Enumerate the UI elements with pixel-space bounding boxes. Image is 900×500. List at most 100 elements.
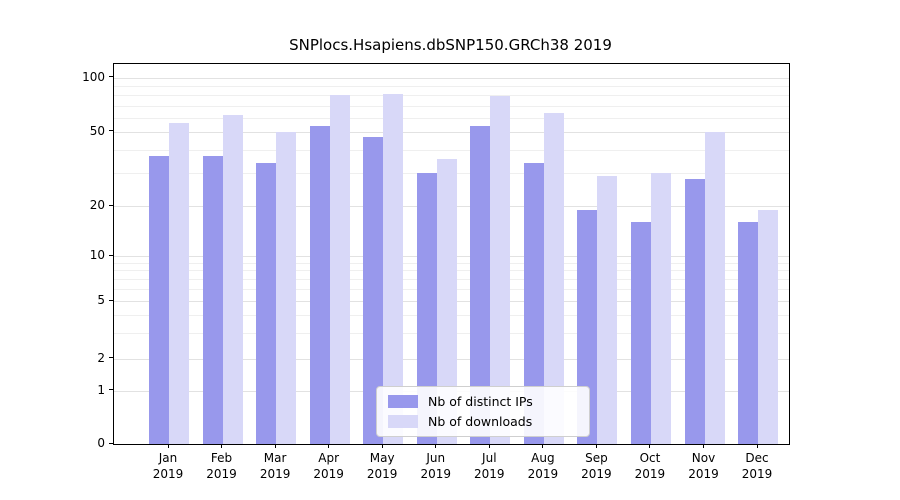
y-tick-mark bbox=[109, 442, 113, 444]
bar-nb-of-downloads-apr bbox=[329, 95, 350, 444]
bar-nb-of-distinct-ips-nov bbox=[684, 178, 705, 444]
legend: Nb of distinct IPs Nb of downloads bbox=[376, 386, 590, 437]
x-tick-label-nov: Nov 2019 bbox=[669, 450, 739, 482]
x-tick-month: Jan bbox=[158, 451, 178, 465]
bar-nb-of-downloads-sep bbox=[597, 175, 618, 444]
y-tick-mark bbox=[109, 389, 113, 391]
bar-nb-of-distinct-ips-apr bbox=[309, 125, 330, 444]
x-tick-label-aug: Aug 2019 bbox=[508, 450, 578, 482]
legend-swatch-distinct-ips-icon bbox=[388, 395, 418, 408]
bar-nb-of-distinct-ips-dec bbox=[738, 222, 759, 444]
bar-nb-of-downloads-jun bbox=[436, 158, 457, 444]
y-tick-mark bbox=[109, 254, 113, 256]
x-tick-month: Dec bbox=[745, 451, 769, 465]
x-tick-month: Aug bbox=[531, 451, 555, 465]
y-tick-mark bbox=[109, 204, 113, 206]
x-tick-mark bbox=[167, 444, 169, 448]
bar-nb-of-distinct-ips-jun bbox=[416, 173, 437, 444]
x-tick-label-feb: Feb 2019 bbox=[187, 450, 257, 482]
bar-nb-of-downloads-jul bbox=[490, 96, 511, 444]
y-tick-label-0: 0 bbox=[97, 436, 105, 450]
x-tick-year: 2019 bbox=[634, 467, 666, 481]
x-tick-mark bbox=[703, 444, 704, 448]
legend-item-distinct-ips: Nb of distinct IPs bbox=[377, 394, 589, 409]
x-tick-month: Mar bbox=[263, 451, 287, 465]
x-tick-mark bbox=[649, 444, 651, 448]
x-tick-mark bbox=[542, 444, 544, 448]
x-tick-label-jan: Jan 2019 bbox=[133, 450, 203, 482]
y-tick-label-1: 1 bbox=[97, 382, 105, 397]
x-tick-year: 2019 bbox=[474, 467, 505, 481]
legend-item-downloads: Nb of downloads bbox=[377, 414, 589, 429]
x-tick-year: 2019 bbox=[259, 467, 291, 481]
y-tick-label-2: 2 bbox=[97, 350, 105, 365]
x-tick-month: Jul bbox=[482, 451, 497, 465]
x-tick-month: Jun bbox=[426, 451, 446, 465]
x-tick-month: Nov bbox=[691, 451, 716, 465]
x-tick-mark bbox=[328, 444, 330, 448]
gridline-minor bbox=[114, 86, 789, 88]
x-tick-label-jul: Jul 2019 bbox=[454, 450, 524, 482]
bar-nb-of-downloads-jan bbox=[169, 123, 189, 444]
x-tick-label-dec: Dec 2019 bbox=[722, 450, 792, 482]
bar-nb-of-downloads-nov bbox=[704, 131, 725, 444]
gridline-minor bbox=[114, 117, 789, 119]
x-tick-label-may: May 2019 bbox=[347, 450, 417, 482]
x-tick-mark bbox=[756, 444, 758, 448]
x-tick-month: May bbox=[369, 451, 395, 465]
y-tick-label-100: 100 bbox=[82, 69, 105, 84]
x-tick-mark bbox=[221, 444, 223, 448]
x-tick-month: Apr bbox=[318, 451, 340, 465]
y-tick-mark bbox=[109, 299, 113, 301]
bar-nb-of-distinct-ips-mar bbox=[256, 163, 277, 444]
x-tick-year: 2019 bbox=[420, 467, 452, 481]
y-tick-label-5: 5 bbox=[97, 293, 105, 307]
bar-nb-of-downloads-aug bbox=[543, 112, 564, 444]
x-tick-label-sep: Sep 2019 bbox=[561, 450, 631, 482]
x-tick-year: 2019 bbox=[688, 467, 719, 481]
x-tick-mark bbox=[435, 444, 437, 448]
x-tick-year: 2019 bbox=[527, 467, 559, 481]
x-tick-month: Feb bbox=[210, 451, 233, 465]
gridline-minor bbox=[114, 95, 789, 97]
bar-nb-of-distinct-ips-oct bbox=[630, 222, 651, 444]
x-tick-mark bbox=[274, 444, 276, 448]
x-tick-mark bbox=[488, 444, 490, 448]
bar-nb-of-downloads-feb bbox=[222, 115, 243, 444]
bar-nb-of-distinct-ips-may bbox=[363, 136, 384, 444]
gridline-major bbox=[114, 77, 789, 79]
y-tick-label-20: 20 bbox=[89, 198, 105, 212]
y-tick-mark bbox=[109, 357, 113, 359]
x-tick-year: 2019 bbox=[366, 467, 398, 481]
bar-nb-of-distinct-ips-jan bbox=[149, 156, 169, 444]
x-tick-year: 2019 bbox=[206, 467, 237, 481]
gridline-minor bbox=[114, 105, 789, 107]
legend-label-downloads: Nb of downloads bbox=[428, 414, 533, 429]
bar-nb-of-distinct-ips-sep bbox=[577, 209, 598, 444]
x-tick-month: Sep bbox=[585, 451, 608, 465]
x-tick-label-mar: Mar 2019 bbox=[240, 450, 310, 482]
bar-nb-of-distinct-ips-jul bbox=[470, 125, 491, 444]
gridline-major bbox=[114, 131, 789, 133]
bar-nb-of-downloads-mar bbox=[276, 131, 297, 444]
x-tick-mark bbox=[595, 444, 597, 448]
x-tick-year: 2019 bbox=[581, 467, 612, 481]
x-tick-month: Oct bbox=[639, 451, 661, 465]
legend-label-distinct-ips: Nb of distinct IPs bbox=[428, 394, 533, 409]
x-tick-label-apr: Apr 2019 bbox=[294, 450, 364, 482]
x-tick-mark bbox=[381, 444, 383, 448]
bar-nb-of-distinct-ips-feb bbox=[202, 156, 223, 444]
bar-nb-of-downloads-oct bbox=[650, 173, 671, 444]
x-tick-year: 2019 bbox=[741, 467, 773, 481]
gridline-minor bbox=[114, 150, 789, 151]
x-tick-label-jun: Jun 2019 bbox=[401, 450, 471, 482]
legend-swatch-downloads-icon bbox=[388, 415, 418, 428]
bar-nb-of-distinct-ips-aug bbox=[523, 163, 544, 444]
x-tick-year: 2019 bbox=[152, 467, 184, 481]
y-tick-mark bbox=[109, 76, 113, 78]
plot-area: Nb of distinct IPs Nb of downloads bbox=[113, 63, 790, 445]
bar-nb-of-downloads-dec bbox=[758, 209, 779, 444]
x-tick-label-oct: Oct 2019 bbox=[615, 450, 685, 482]
y-tick-label-10: 10 bbox=[89, 248, 105, 262]
